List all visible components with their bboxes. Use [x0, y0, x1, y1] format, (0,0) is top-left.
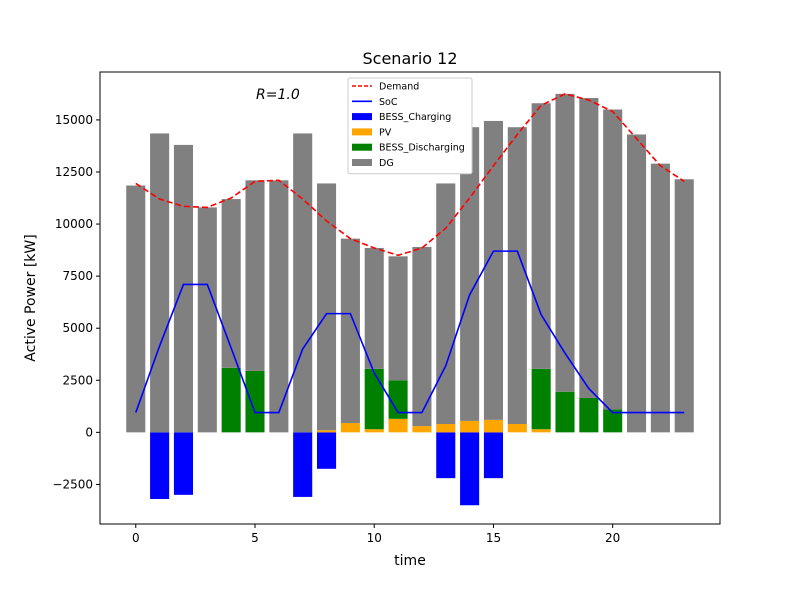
dg-bar-9 [340, 238, 360, 423]
y-tick-label: 12500 [55, 165, 93, 179]
axes-frame [99, 71, 721, 525]
x-axis-label: time [394, 553, 426, 569]
legend-label-dg: DG [379, 158, 394, 169]
lines-layer [135, 93, 685, 414]
pv-bar-16 [507, 424, 527, 433]
x-tick-label: 0 [132, 531, 140, 545]
dg-bar-17 [531, 103, 551, 369]
legend: Demand SoC BESS_Charging PV BESS_Discharging… [347, 77, 473, 175]
dg-bar-16 [507, 127, 527, 425]
bess-charging-bar-1 [150, 432, 170, 499]
x-tick-label: 20 [605, 531, 620, 545]
y-tick-label: 5000 [62, 321, 93, 335]
dg-bar-5 [245, 180, 265, 371]
bars-layer [126, 93, 694, 506]
dg-bar-22 [650, 163, 670, 433]
bess-discharging-bar-18 [555, 391, 575, 433]
y-axis-label: Active Power [kW] [23, 234, 39, 361]
bess-discharging-bar-17 [531, 368, 551, 430]
bess-discharging-bar-5 [245, 370, 265, 433]
dg-bar-8 [317, 183, 337, 431]
y-tick-label: 10000 [55, 217, 93, 231]
y-tick-label: 2500 [62, 373, 93, 387]
x-tick-label: 5 [251, 531, 259, 545]
bess-charging-bar-14 [460, 432, 480, 506]
x-tick-label: 10 [367, 531, 382, 545]
y-tick-label: 15000 [55, 113, 93, 127]
dg-bar-19 [579, 98, 599, 398]
dg-bar-23 [674, 179, 694, 433]
dg-bar-14 [460, 127, 480, 421]
bess-charging-bar-8 [317, 432, 337, 469]
dg-bar-12 [412, 246, 432, 427]
dg-bar-21 [627, 134, 647, 433]
y-tick-label: −2500 [52, 477, 93, 491]
dg-bar-1 [150, 133, 170, 433]
pv-bar-11 [388, 418, 408, 433]
dg-bar-2 [173, 144, 193, 433]
dg-bar-0 [126, 185, 146, 433]
legend-label-pv: PV [379, 127, 392, 138]
bess-charging-bar-15 [483, 432, 503, 479]
chart-title: Scenario 12 [363, 49, 458, 68]
dg-bar-18 [555, 93, 575, 392]
demand-line [135, 93, 685, 257]
pv-bar-15 [483, 419, 503, 433]
legend-label-bess-charging: BESS_Charging [379, 112, 451, 123]
y-tick-label: 0 [85, 425, 93, 439]
legend-swatch-pv [352, 128, 372, 136]
legend-label-bess-discharging: BESS_Discharging [379, 143, 465, 154]
dg-bar-7 [293, 133, 313, 433]
pv-bar-13 [436, 424, 456, 433]
x-axis: 0 5 10 15 20 [132, 524, 620, 545]
pv-bar-17 [531, 429, 551, 433]
legend-swatch-bess-charging [352, 113, 372, 121]
dg-bar-13 [436, 183, 456, 425]
bess-discharging-bar-20 [603, 409, 623, 433]
pv-bar-12 [412, 426, 432, 433]
pv-bar-14 [460, 420, 480, 433]
dg-bar-4 [221, 199, 241, 368]
pv-bar-10 [364, 429, 384, 433]
legend-label-soc: SoC [379, 97, 398, 108]
bess-charging-bar-2 [173, 432, 193, 495]
legend-swatch-dg [352, 159, 372, 166]
legend-swatch-bess-discharging [352, 143, 372, 151]
x-tick-label: 15 [486, 531, 501, 545]
y-tick-label: 7500 [62, 269, 93, 283]
bess-discharging-bar-11 [388, 380, 408, 419]
bess-discharging-bar-10 [364, 368, 384, 430]
pv-bar-8 [317, 430, 337, 433]
plot-area [99, 71, 721, 525]
dg-bar-10 [364, 248, 384, 369]
soc-line [135, 250, 685, 414]
dg-bar-3 [197, 207, 217, 433]
bess-charging-bar-13 [436, 432, 456, 479]
dg-bar-15 [483, 120, 503, 420]
legend-label-demand: Demand [379, 82, 419, 93]
y-axis: −2500 0 2500 5000 7500 10000 12500 15000 [52, 113, 100, 491]
bess-discharging-bar-19 [579, 397, 599, 433]
dg-bar-20 [603, 109, 623, 410]
pv-bar-9 [340, 422, 360, 433]
dg-bar-6 [269, 180, 289, 433]
bess-charging-bar-7 [293, 432, 313, 497]
dg-bar-11 [388, 256, 408, 381]
annotation-text: R=1.0 [256, 87, 300, 103]
bess-discharging-bar-4 [221, 367, 241, 433]
legend-box [347, 77, 473, 175]
